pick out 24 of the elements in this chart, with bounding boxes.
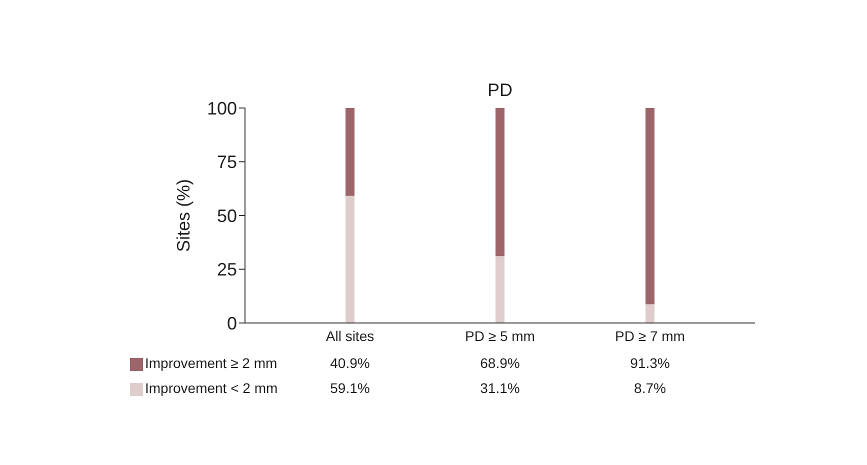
data-label: 8.7% <box>633 380 667 396</box>
legend-label: Improvement < 2 mm <box>145 380 278 396</box>
data-label: 68.9% <box>479 355 521 371</box>
bar <box>496 108 504 256</box>
data-label: 91.3% <box>629 355 671 371</box>
bar <box>496 256 504 323</box>
y-tick-label: 100 <box>206 98 237 118</box>
y-axis-title: Sites (%) <box>173 178 194 252</box>
x-tick-label: All sites <box>326 328 374 344</box>
y-tick-label: 75 <box>216 152 237 172</box>
bar <box>346 196 354 323</box>
data-label: 40.9% <box>329 355 371 371</box>
data-label: 31.1% <box>479 380 521 396</box>
data-label: 59.1% <box>329 380 371 396</box>
bar <box>646 108 654 304</box>
y-tick-label: 50 <box>216 206 237 226</box>
bar <box>346 108 354 196</box>
x-tick-label: PD ≥ 5 mm <box>465 328 535 344</box>
y-tick-label: 0 <box>226 313 237 334</box>
x-tick-label: PD ≥ 7 mm <box>615 328 685 344</box>
chart-title: PD <box>486 80 514 101</box>
legend-label: Improvement ≥ 2 mm <box>145 355 278 371</box>
bar <box>646 304 654 323</box>
y-tick-label: 25 <box>216 260 237 280</box>
